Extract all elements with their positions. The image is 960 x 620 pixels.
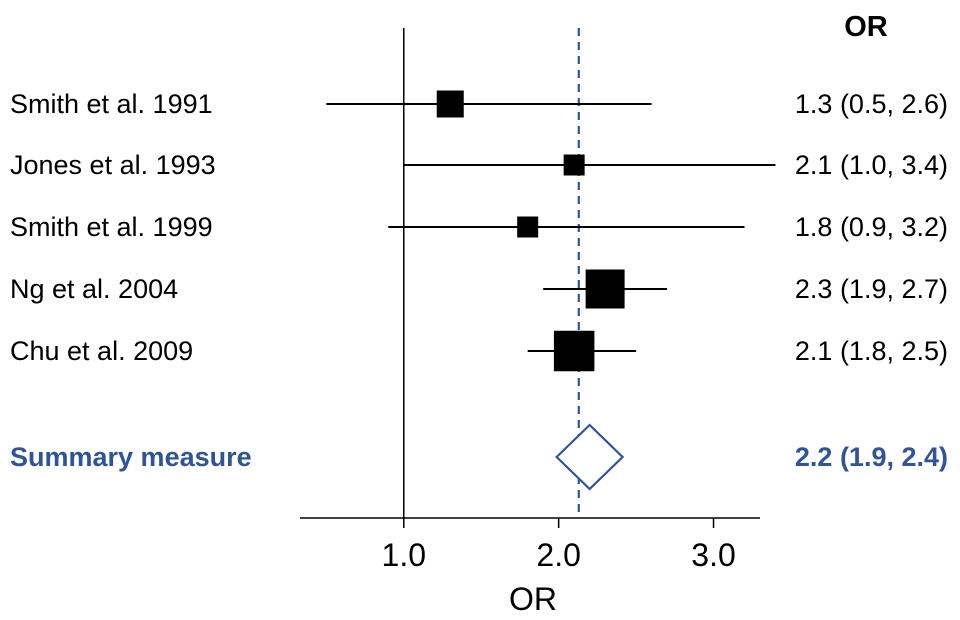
point-estimate-marker	[553, 330, 595, 372]
x-tick-label: 2.0	[536, 537, 580, 573]
point-estimate-marker	[517, 216, 539, 238]
estimate-value: 2.3 (1.9, 2.7)	[795, 274, 948, 304]
summary-diamond	[555, 423, 625, 491]
summary-estimate-value: 2.2 (1.9, 2.4)	[795, 442, 948, 472]
x-axis: 1.0 2.0 3.0	[300, 517, 760, 573]
estimate-value: 1.8 (0.9, 3.2)	[795, 212, 948, 242]
x-tick-label: 3.0	[691, 537, 735, 573]
x-tick-label: 1.0	[382, 537, 426, 573]
study-rows: Smith et al. 1991 1.3 (0.5, 2.6) Jones et …	[10, 89, 948, 491]
study-label: Smith et al. 1999	[10, 212, 213, 242]
point-estimate-marker	[436, 90, 464, 118]
estimate-value: 2.1 (1.8, 2.5)	[795, 336, 948, 366]
point-estimate-marker	[585, 269, 625, 309]
study-label: Jones et al. 1993	[10, 150, 216, 180]
point-estimate-marker	[563, 154, 585, 176]
summary-label: Summary measure	[10, 442, 252, 472]
estimate-value: 2.1 (1.0, 3.4)	[795, 150, 948, 180]
study-label: Smith et al. 1991	[10, 89, 213, 119]
estimate-value: 1.3 (0.5, 2.6)	[795, 89, 948, 119]
study-label: Chu et al. 2009	[10, 336, 193, 366]
estimate-column-header: OR	[844, 11, 888, 43]
study-label: Ng et al. 2004	[10, 274, 178, 304]
x-axis-title: OR	[509, 581, 557, 617]
plot-area	[403, 28, 580, 518]
